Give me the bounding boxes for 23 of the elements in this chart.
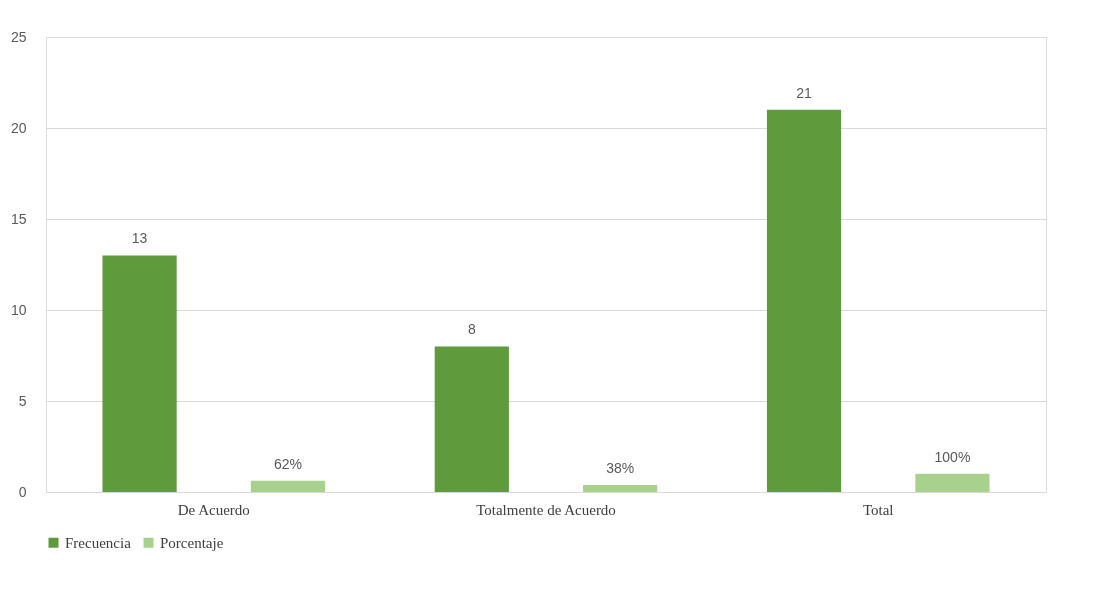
bar (102, 255, 177, 492)
y-tick-label: 15 (10, 210, 27, 227)
x-tick-label: Totalmente de Acuerdo (476, 501, 616, 518)
data-label: 21 (796, 84, 813, 101)
legend-label: Frecuencia (65, 534, 132, 551)
data-label: 62% (273, 455, 302, 472)
y-tick-label: 25 (10, 28, 27, 45)
data-label: 8 (467, 321, 476, 338)
data-label: 38% (606, 460, 635, 477)
bar (250, 480, 326, 492)
y-tick-label: 0 (18, 483, 27, 500)
x-tick-label: De Acuerdo (177, 501, 250, 518)
bar (766, 109, 842, 492)
x-tick-label: Total (862, 501, 894, 518)
bar (915, 473, 990, 492)
y-tick-label: 10 (10, 301, 27, 318)
y-tick-label: 5 (18, 392, 27, 409)
y-tick-label: 20 (10, 119, 27, 136)
bar (583, 485, 658, 492)
bar (434, 346, 509, 492)
legend-label: Porcentaje (160, 534, 224, 551)
data-label: 100% (934, 448, 971, 465)
data-label: 13 (131, 230, 148, 247)
